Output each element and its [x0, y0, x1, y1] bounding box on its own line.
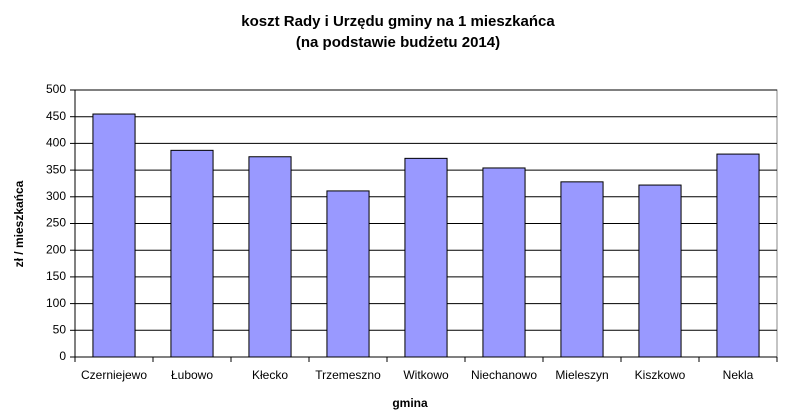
y-tick-label: 0	[59, 349, 66, 363]
y-tick-label: 500	[46, 82, 66, 96]
x-tick-label: Nekla	[723, 368, 754, 382]
y-tick-label: 100	[46, 296, 66, 310]
bar	[248, 156, 292, 358]
y-tick-label: 150	[46, 269, 66, 283]
x-axis-label: gmina	[392, 396, 428, 410]
y-tick-label: 250	[46, 216, 66, 230]
x-tick-label: Mieleszyn	[555, 368, 608, 382]
bar	[716, 153, 760, 358]
x-tick-label: Kiszkowo	[635, 368, 686, 382]
chart-subtitle: (na podstawie budżetu 2014)	[296, 34, 500, 51]
y-tick-label: 400	[46, 136, 66, 150]
y-tick-label: 200	[46, 242, 66, 256]
y-tick-label: 50	[53, 322, 67, 336]
y-axis-label: zł / mieszkańca	[12, 180, 26, 267]
y-tick-label: 450	[46, 109, 66, 123]
x-tick-label: Kłecko	[252, 368, 288, 382]
chart-title: koszt Rady i Urzędu gminy na 1 mieszkańc…	[241, 13, 555, 30]
x-tick-label: Czerniejewo	[81, 368, 147, 382]
bar	[170, 149, 214, 358]
bar	[326, 190, 370, 358]
bar	[560, 181, 604, 358]
y-tick-label: 350	[46, 162, 66, 176]
x-tick-label: Łubowo	[171, 368, 213, 382]
x-tick-label: Niechanowo	[471, 368, 537, 382]
bar	[638, 184, 682, 358]
y-tick-label: 300	[46, 189, 66, 203]
x-tick-label: Witkowo	[403, 368, 449, 382]
bar	[92, 113, 136, 358]
bar	[404, 157, 448, 358]
x-tick-label: Trzemeszno	[315, 368, 381, 382]
bar	[482, 167, 526, 358]
